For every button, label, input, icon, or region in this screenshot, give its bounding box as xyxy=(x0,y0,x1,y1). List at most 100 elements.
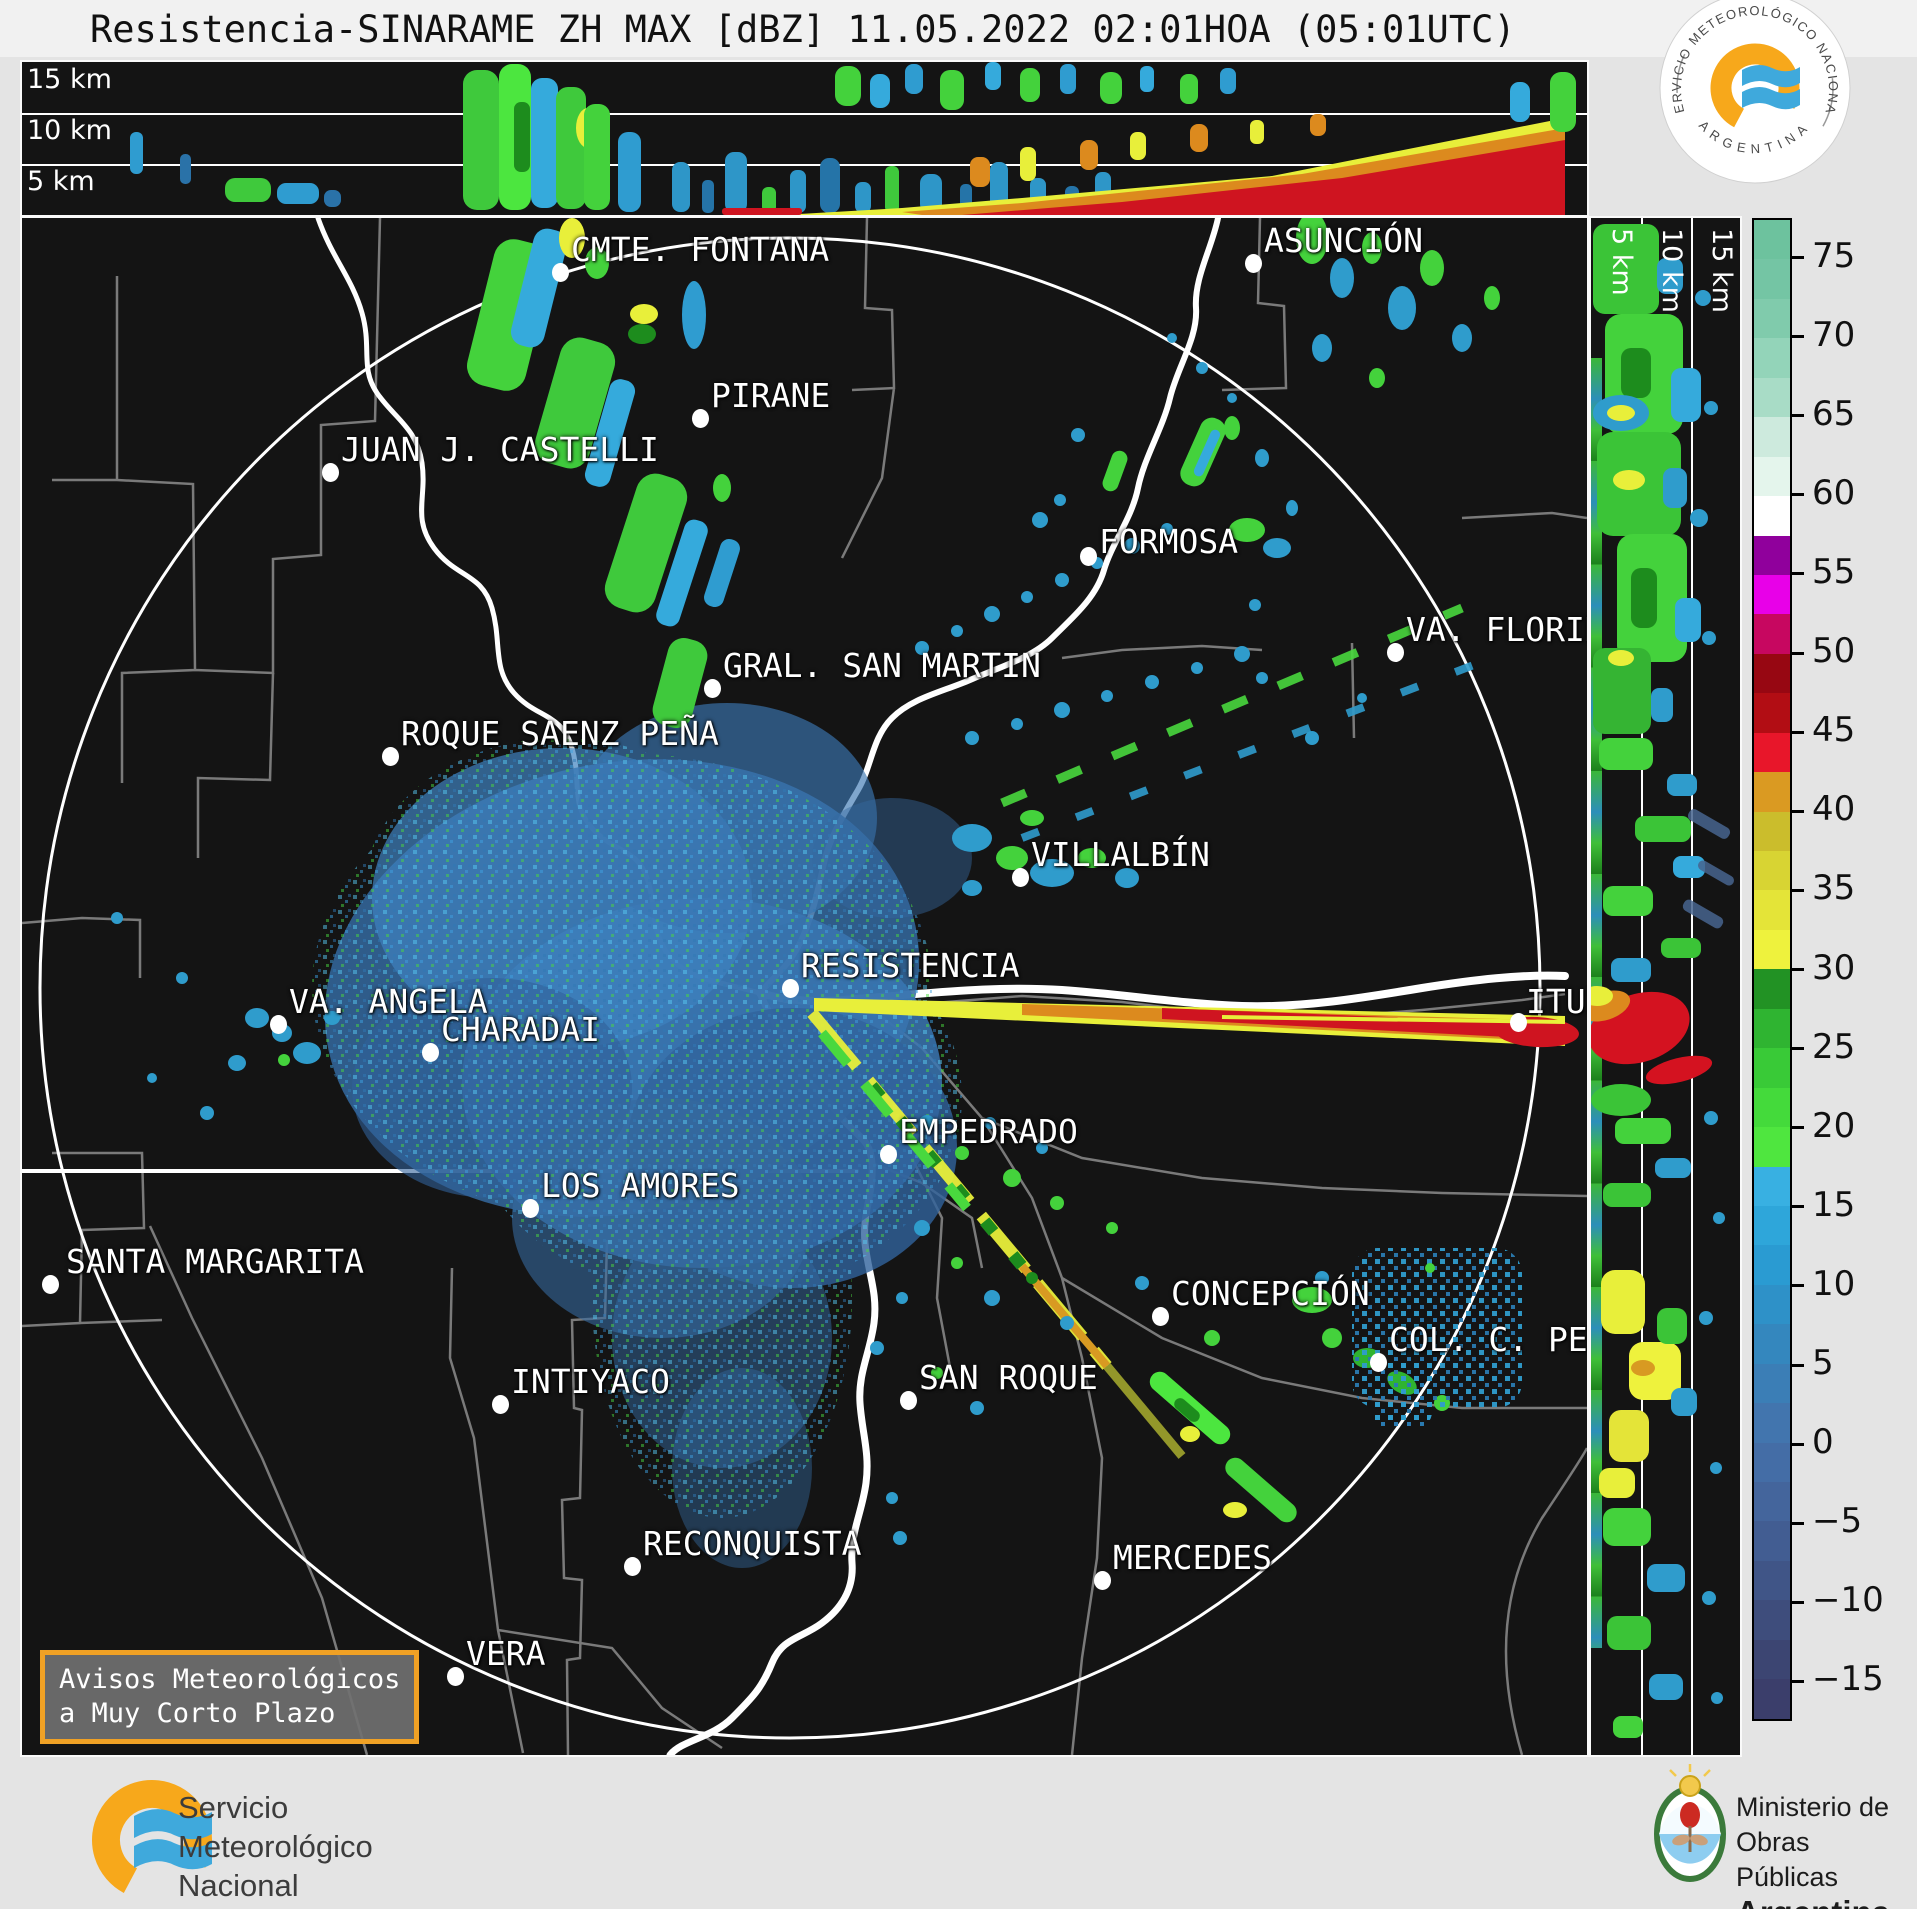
city-label: PIRANE xyxy=(711,376,831,415)
warning-box[interactable]: Avisos Meteorológicos a Muy Corto Plazo xyxy=(40,1650,420,1744)
colorbar-segment xyxy=(1754,1560,1790,1601)
height-label-5km: 5 km xyxy=(27,166,95,197)
city-dot xyxy=(270,1015,287,1034)
colorbar-tick xyxy=(1792,1521,1804,1525)
colorbar-tick-label: 10 xyxy=(1812,1263,1856,1304)
colorbar-tick-label: −15 xyxy=(1812,1659,1884,1700)
city-label: MERCEDES xyxy=(1113,1538,1272,1577)
colorbar-tick-label: 60 xyxy=(1812,472,1856,513)
city-dot xyxy=(692,409,709,428)
city-dot xyxy=(422,1043,439,1062)
right-cross-section-echoes xyxy=(1591,224,1734,1738)
colorbar-tick-label: 20 xyxy=(1812,1105,1856,1146)
colorbar-tick xyxy=(1792,809,1804,813)
colorbar-segment xyxy=(1754,1284,1790,1325)
city-label: RESISTENCIA xyxy=(801,946,1020,985)
warning-line2: a Muy Corto Plazo xyxy=(59,1698,336,1729)
right-top-green-mass xyxy=(1593,224,1718,734)
city-label: JUAN J. CASTELLI xyxy=(341,430,659,469)
clutter-echo xyxy=(312,703,972,1568)
height-line-10km xyxy=(22,113,1587,115)
colorbar-segment xyxy=(1754,1363,1790,1404)
colorbar-tick xyxy=(1792,493,1804,497)
colorbar-segment xyxy=(1754,1639,1790,1680)
city-label: FORMOSA xyxy=(1099,522,1239,561)
colorbar-segment xyxy=(1754,1521,1790,1561)
north-storm-cluster xyxy=(466,218,740,729)
colorbar-segment xyxy=(1754,890,1790,930)
colorbar-segment xyxy=(1754,1482,1790,1522)
city-dot xyxy=(704,679,721,698)
colorbar-tick-label: 55 xyxy=(1812,551,1856,592)
colorbar-tick-label: 40 xyxy=(1812,789,1856,830)
colorbar-tick xyxy=(1792,1600,1804,1604)
smn-footer-wordmark: Servicio Meteorológico Nacional xyxy=(178,1790,373,1903)
ministry-coat-of-arms xyxy=(1654,1764,1726,1882)
colorbar-segment xyxy=(1754,535,1790,575)
city-label: ITUZAINGÓ xyxy=(1526,982,1587,1021)
city-label: RECONQUISTA xyxy=(643,1524,862,1563)
city-label: ROQUE SAENZ PEÑA xyxy=(401,714,719,753)
northeast-spikes xyxy=(915,523,1494,842)
colorbar-tick xyxy=(1792,1205,1804,1209)
city-label: VA. ANGELA xyxy=(289,982,488,1021)
colorbar-segment xyxy=(1754,298,1790,339)
height-line-5km-v xyxy=(1641,218,1643,1755)
colorbar-segment xyxy=(1754,259,1790,299)
colorbar-segment xyxy=(1754,574,1790,615)
colorbar-tick xyxy=(1792,1284,1804,1288)
cross-section-right-panel: 5 km 10 km 15 km xyxy=(1589,216,1742,1757)
city-label: LOS AMORES xyxy=(541,1166,740,1205)
colorbar-segment xyxy=(1754,851,1790,891)
city-dot xyxy=(42,1275,59,1294)
colorbar-segment xyxy=(1754,1442,1790,1482)
colorbar-segment xyxy=(1754,377,1790,418)
southeast-spikes xyxy=(807,1009,1450,1545)
colorbar-tick xyxy=(1792,572,1804,576)
colorbar-tick xyxy=(1792,1047,1804,1051)
colorbar-tick xyxy=(1792,888,1804,892)
colorbar-tick-label: 75 xyxy=(1812,235,1856,276)
colorbar-segment xyxy=(1754,1679,1790,1719)
colorbar-segment xyxy=(1754,1245,1790,1285)
city-dot xyxy=(880,1145,897,1164)
colorbar-segment xyxy=(1754,220,1790,260)
city-label: INTIYACO xyxy=(511,1362,670,1401)
city-dot xyxy=(447,1667,464,1686)
city-dot xyxy=(1080,547,1097,566)
colorbar-segment xyxy=(1754,653,1790,694)
city-dot xyxy=(900,1391,917,1410)
city-dot xyxy=(382,747,399,766)
colorbar-segment xyxy=(1754,614,1790,654)
colorbar-tick xyxy=(1792,1363,1804,1367)
colorbar-tick-label: 0 xyxy=(1812,1422,1834,1463)
city-label: VA. FLORIDA xyxy=(1406,610,1587,649)
height-line-10km-v xyxy=(1691,218,1693,1755)
top-cross-section-echoes xyxy=(130,62,1576,215)
colorbar-tick xyxy=(1792,414,1804,418)
colorbar-tick-label: 65 xyxy=(1812,393,1856,434)
east-interference-stripe xyxy=(814,998,1579,1048)
right-lower-echoes xyxy=(1599,1111,1725,1738)
colorbar-tick-label: 70 xyxy=(1812,314,1856,355)
city-dot xyxy=(522,1199,539,1218)
city-label: GRAL. SAN MARTIN xyxy=(723,646,1041,685)
colorbar-tick xyxy=(1792,1679,1804,1683)
colorbar-tick xyxy=(1792,1126,1804,1130)
radar-map-panel: Avisos Meteorológicos a Muy Corto Plazo … xyxy=(20,216,1589,1757)
colorbar-tick-label: 25 xyxy=(1812,1026,1856,1067)
colorbar-segment xyxy=(1754,1087,1790,1128)
colorbar-segment xyxy=(1754,1127,1790,1167)
city-dot xyxy=(492,1395,509,1414)
colorbar-segment xyxy=(1754,338,1790,378)
colorbar-tick xyxy=(1792,1442,1804,1446)
colorbar-segment xyxy=(1754,1600,1790,1640)
height-label-15km: 15 km xyxy=(27,64,112,95)
svg-text:ARGENTINA: ARGENTINA xyxy=(1696,118,1814,157)
height-label-10km-v: 10 km xyxy=(1656,228,1687,313)
right-red-blob xyxy=(1591,986,1713,1116)
city-label: ASUNCIÓN xyxy=(1264,221,1423,260)
northeast-echoes xyxy=(1032,218,1500,745)
city-dot xyxy=(1012,868,1029,887)
